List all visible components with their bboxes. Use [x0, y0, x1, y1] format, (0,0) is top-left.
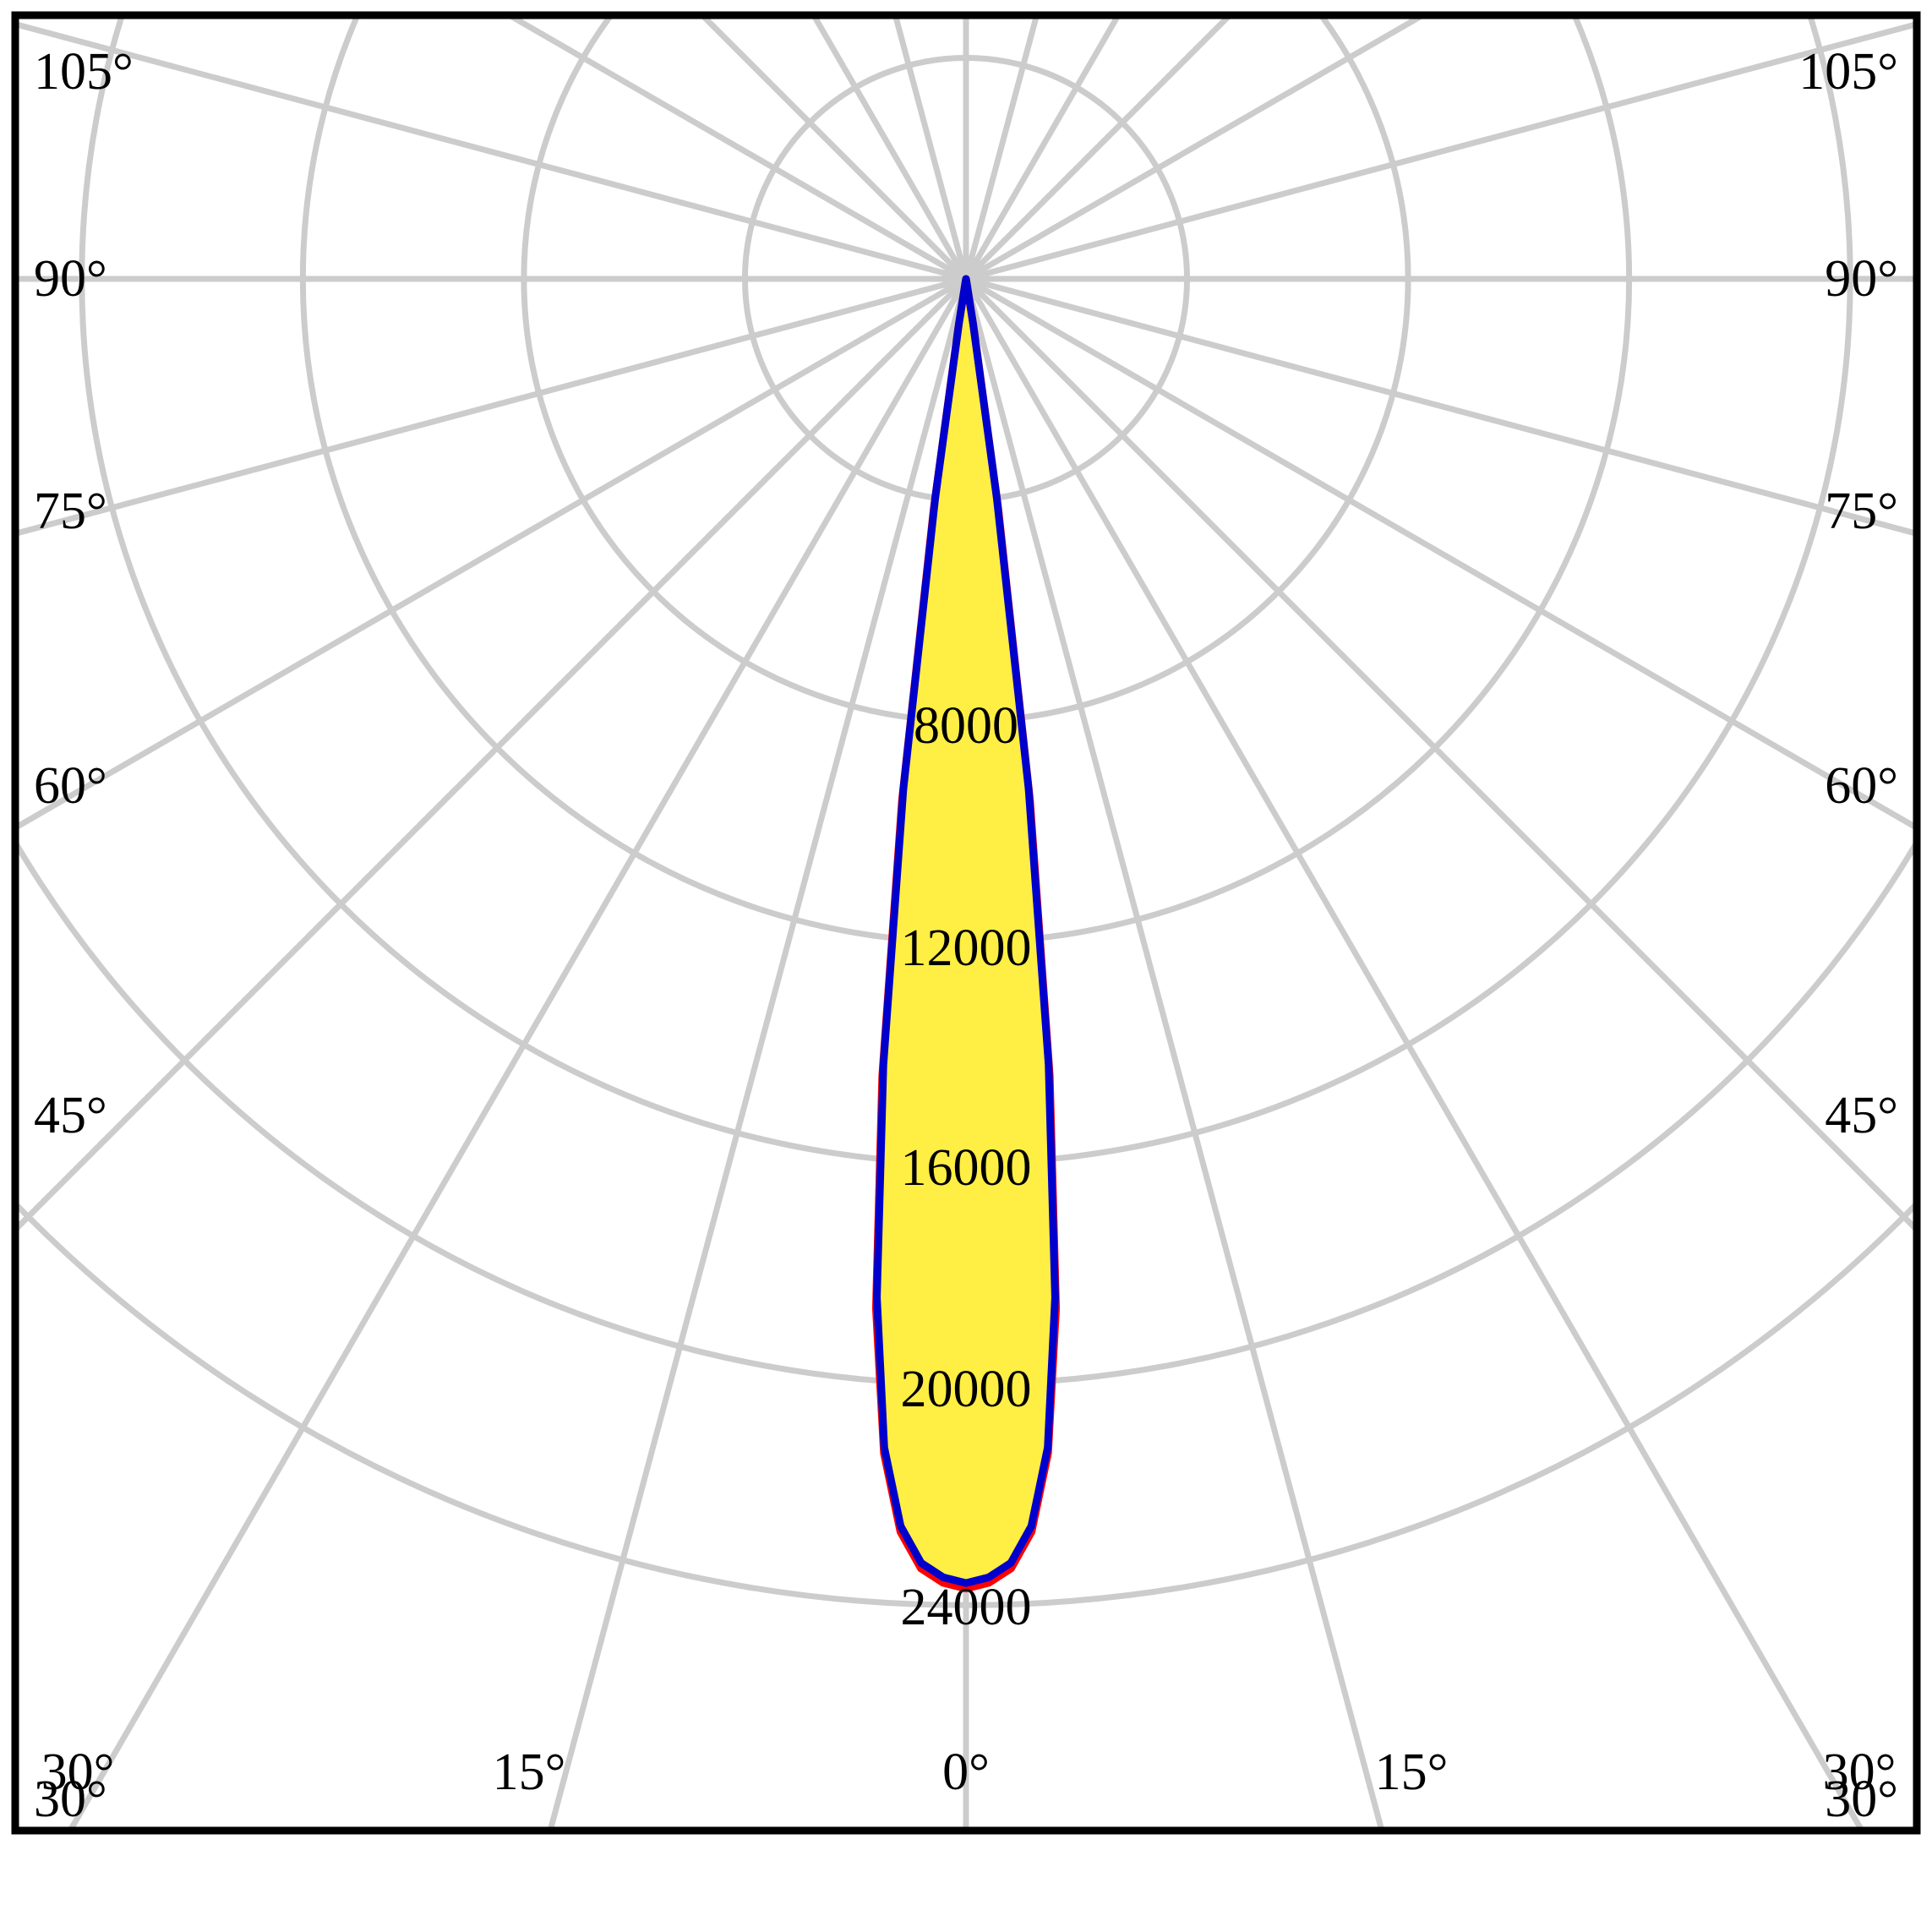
angle-label-bottom: 15°: [492, 1744, 566, 1801]
angle-label-left: 90°: [34, 250, 107, 308]
beam-fill-area: [876, 279, 1056, 1589]
angle-label-right: 30°: [1825, 1771, 1898, 1828]
series-curve: [873, 275, 1059, 1587]
angle-label-left: 105°: [34, 43, 134, 101]
grid-spoke: [68, 277, 969, 1827]
radial-tick-label: 16000: [900, 1139, 1032, 1197]
grid-spoke: [963, 278, 1384, 1827]
series-layer: [871, 275, 1061, 1593]
grid-spoke: [965, 22, 1913, 282]
grid-spoke: [963, 276, 1913, 1231]
radial-tick-label: 20000: [900, 1361, 1032, 1418]
angle-label-right: 45°: [1825, 1087, 1898, 1144]
angle-label-left: 60°: [34, 757, 107, 815]
grid-spoke: [965, 276, 1913, 536]
angle-label-right: 60°: [1825, 757, 1898, 815]
grid-spoke: [964, 276, 1913, 830]
grid-spoke: [509, 19, 968, 282]
radial-tick-label: 8000: [914, 697, 1018, 755]
grid-spoke: [548, 278, 969, 1827]
grid-spoke: [963, 277, 1864, 1827]
angle-label-left: 75°: [34, 483, 107, 540]
grid-spoke: [19, 276, 968, 830]
angle-label-bottom: 0°: [942, 1744, 990, 1801]
plot-border: [11, 11, 1921, 1835]
grid-spoke: [19, 276, 969, 1231]
angle-label-bottom: 30°: [41, 1744, 115, 1801]
grid-spoke: [19, 22, 967, 282]
angle-label-bottom: 30°: [1822, 1744, 1897, 1801]
radial-tick-label: 12000: [900, 920, 1032, 977]
angle-label-bottom: 15°: [1374, 1744, 1449, 1801]
angle-label-right: 90°: [1825, 250, 1898, 308]
angle-label-right: 75°: [1825, 483, 1898, 540]
angle-label-left: 45°: [34, 1087, 107, 1144]
angle-label-left: 30°: [34, 1771, 107, 1828]
radial-tick-label: 24000: [900, 1579, 1032, 1636]
grid-spoke: [964, 19, 1423, 282]
grid-spoke: [19, 276, 967, 536]
angle-label-right: 105°: [1798, 43, 1898, 101]
